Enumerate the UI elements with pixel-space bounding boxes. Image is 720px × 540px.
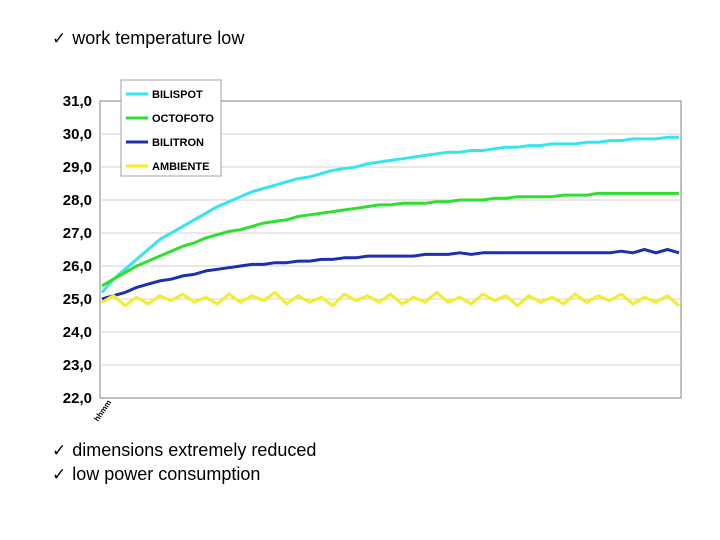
legend-box [120, 79, 222, 177]
y-tick-label: 23,0 [63, 357, 92, 374]
y-axis: 31,0 30,0 29,0 28,0 27,0 26,0 25,0 24,0 23,0 22,0 [63, 93, 92, 407]
check-icon: ✓ [52, 29, 67, 49]
legend-label: BILITRON [152, 137, 204, 149]
y-tick-label: 26,0 [63, 258, 92, 275]
check-icon: ✓ [52, 465, 67, 485]
y-tick-label: 28,0 [63, 192, 92, 209]
x-tick-label: hhmm [92, 398, 113, 423]
bullet-text: dimensions extremely reduced [72, 440, 317, 460]
y-tick-label: 31,0 [63, 93, 92, 110]
bullet-dimensions: ✓ dimensions extremely reduced [52, 440, 316, 461]
legend-label: OCTOFOTO [152, 113, 214, 125]
y-tick-label: 27,0 [63, 225, 92, 242]
bullet-text: low power consumption [72, 464, 261, 484]
series-line-bilitron [101, 248, 680, 301]
legend: BILISPOT OCTOFOTO BILITRON AMBIENTE [120, 79, 222, 177]
bullet-work-temperature: ✓ work temperature low [52, 28, 244, 49]
y-tick-label: 30,0 [63, 126, 92, 143]
series-lines [100, 135, 680, 308]
y-tick-label: 29,0 [63, 159, 92, 176]
y-tick-label: 22,0 [63, 390, 92, 407]
y-tick-label: 24,0 [63, 324, 92, 341]
bullet-text: work temperature low [72, 28, 245, 48]
series-line-bilispot [100, 135, 679, 294]
y-tick-label: 25,0 [63, 291, 92, 308]
check-icon: ✓ [52, 441, 67, 461]
series-line-ambiente [101, 290, 680, 308]
series-line-octofoto [101, 191, 679, 288]
legend-label: AMBIENTE [152, 161, 209, 173]
legend-label: BILISPOT [152, 89, 203, 101]
bullet-power: ✓ low power consumption [52, 464, 260, 485]
